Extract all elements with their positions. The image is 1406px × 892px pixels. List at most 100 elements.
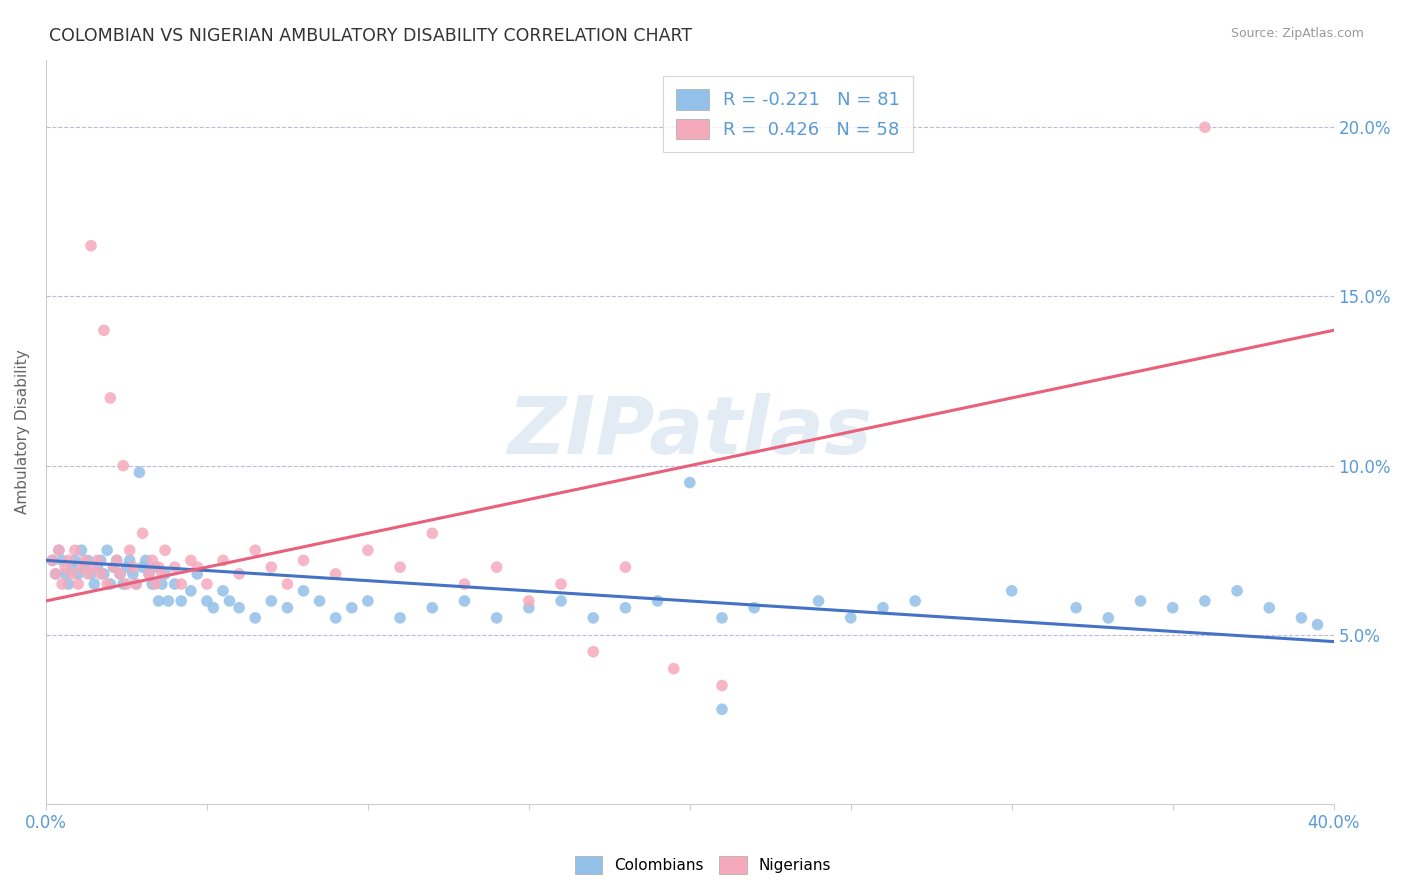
- Point: [145, 577, 167, 591]
- Point: [453, 594, 475, 608]
- Point: [108, 566, 131, 581]
- Point: [163, 560, 186, 574]
- Point: [51, 553, 73, 567]
- Point: [389, 560, 412, 574]
- Point: [150, 566, 173, 581]
- Point: [83, 560, 105, 574]
- Point: [340, 600, 363, 615]
- Point: [138, 566, 160, 581]
- Point: [73, 553, 96, 567]
- Point: [138, 566, 160, 581]
- Point: [125, 577, 148, 591]
- Point: [157, 594, 180, 608]
- Point: [58, 553, 80, 567]
- Point: [180, 553, 202, 567]
- Point: [118, 543, 141, 558]
- Point: [41, 553, 63, 567]
- Point: [118, 553, 141, 567]
- Text: ZIPatlas: ZIPatlas: [508, 392, 872, 471]
- Point: [51, 577, 73, 591]
- Point: [202, 600, 225, 615]
- Point: [135, 553, 157, 567]
- Point: [90, 553, 112, 567]
- Point: [96, 577, 118, 591]
- Point: [112, 577, 135, 591]
- Point: [70, 543, 93, 558]
- Point: [212, 583, 235, 598]
- Point: [1064, 600, 1087, 615]
- Text: Source: ZipAtlas.com: Source: ZipAtlas.com: [1230, 27, 1364, 40]
- Point: [679, 475, 702, 490]
- Point: [45, 566, 67, 581]
- Point: [53, 560, 76, 574]
- Point: [807, 594, 830, 608]
- Point: [517, 594, 540, 608]
- Point: [276, 600, 298, 615]
- Point: [48, 543, 70, 558]
- Point: [48, 543, 70, 558]
- Point: [63, 553, 86, 567]
- Point: [325, 611, 347, 625]
- Point: [105, 553, 128, 567]
- Point: [170, 594, 193, 608]
- Point: [180, 583, 202, 598]
- Point: [150, 577, 173, 591]
- Point: [1161, 600, 1184, 615]
- Point: [115, 560, 138, 574]
- Point: [80, 566, 103, 581]
- Point: [76, 553, 98, 567]
- Point: [1001, 583, 1024, 598]
- Point: [148, 594, 170, 608]
- Point: [128, 466, 150, 480]
- Point: [357, 594, 380, 608]
- Point: [218, 594, 240, 608]
- Point: [131, 526, 153, 541]
- Point: [45, 566, 67, 581]
- Point: [98, 391, 121, 405]
- Point: [60, 566, 83, 581]
- Point: [325, 566, 347, 581]
- Y-axis label: Ambulatory Disability: Ambulatory Disability: [15, 350, 30, 514]
- Point: [711, 611, 734, 625]
- Point: [839, 611, 862, 625]
- Point: [711, 702, 734, 716]
- Point: [148, 560, 170, 574]
- Point: [93, 323, 115, 337]
- Point: [80, 238, 103, 252]
- Point: [122, 560, 145, 574]
- Point: [517, 600, 540, 615]
- Point: [420, 526, 443, 541]
- Point: [1258, 600, 1281, 615]
- Point: [550, 577, 572, 591]
- Legend: R = -0.221   N = 81, R =  0.426   N = 58: R = -0.221 N = 81, R = 0.426 N = 58: [664, 76, 912, 152]
- Point: [103, 560, 125, 574]
- Point: [1194, 120, 1216, 135]
- Point: [170, 577, 193, 591]
- Point: [1194, 594, 1216, 608]
- Point: [112, 458, 135, 473]
- Point: [1306, 617, 1329, 632]
- Point: [76, 566, 98, 581]
- Point: [105, 553, 128, 567]
- Legend: Colombians, Nigerians: Colombians, Nigerians: [568, 850, 838, 880]
- Point: [83, 577, 105, 591]
- Point: [63, 543, 86, 558]
- Point: [153, 566, 176, 581]
- Point: [141, 553, 163, 567]
- Point: [276, 577, 298, 591]
- Point: [245, 543, 267, 558]
- Text: COLOMBIAN VS NIGERIAN AMBULATORY DISABILITY CORRELATION CHART: COLOMBIAN VS NIGERIAN AMBULATORY DISABIL…: [49, 27, 692, 45]
- Point: [212, 553, 235, 567]
- Point: [292, 553, 315, 567]
- Point: [145, 560, 167, 574]
- Point: [186, 560, 208, 574]
- Point: [872, 600, 894, 615]
- Point: [67, 577, 90, 591]
- Point: [292, 583, 315, 598]
- Point: [90, 566, 112, 581]
- Point: [245, 611, 267, 625]
- Point: [86, 560, 108, 574]
- Point: [420, 600, 443, 615]
- Point: [96, 543, 118, 558]
- Point: [485, 560, 508, 574]
